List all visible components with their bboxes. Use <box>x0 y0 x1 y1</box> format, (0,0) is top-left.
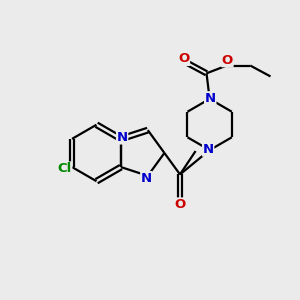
Text: N: N <box>117 131 128 144</box>
Text: N: N <box>205 92 216 105</box>
Text: O: O <box>222 54 233 67</box>
Text: O: O <box>174 198 186 211</box>
Text: Cl: Cl <box>58 162 72 175</box>
Text: N: N <box>141 172 152 185</box>
Text: N: N <box>202 143 214 156</box>
Text: O: O <box>178 52 190 65</box>
